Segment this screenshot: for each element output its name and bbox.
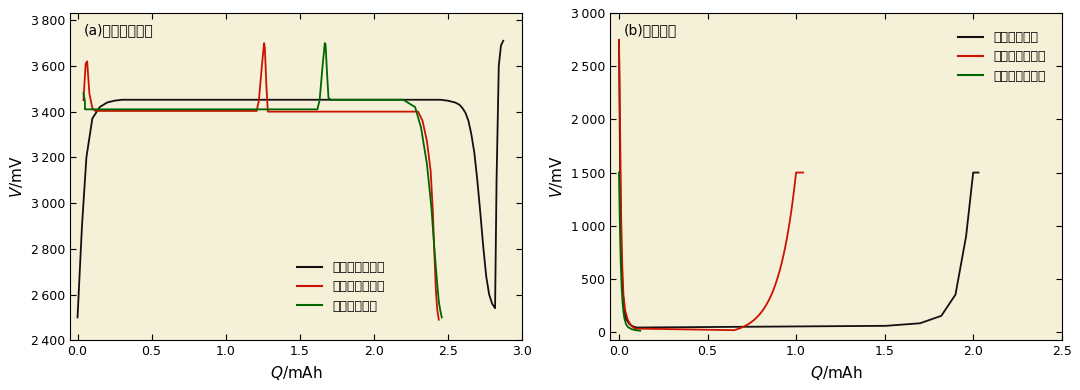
Legend: 正常电池负极, 末期电池负极好, 末期电池负极坏: 正常电池负极, 末期电池负极好, 末期电池负极坏 <box>954 26 1051 88</box>
Text: (b)石墨负极: (b)石墨负极 <box>623 23 677 37</box>
X-axis label: $\it{Q}$/mAh: $\it{Q}$/mAh <box>810 363 862 382</box>
X-axis label: $\it{Q}$/mAh: $\it{Q}$/mAh <box>270 363 322 382</box>
Y-axis label: $\it{V}$/mV: $\it{V}$/mV <box>549 156 565 198</box>
Legend: 末期电池正极好, 末期电池正极坏, 正常电池正极: 末期电池正极好, 末期电池正极坏, 正常电池正极 <box>293 256 390 317</box>
Text: (a)磷酸鐵锤正极: (a)磷酸鐵锤正极 <box>83 23 153 37</box>
Y-axis label: $\it{V}$/mV: $\it{V}$/mV <box>9 156 25 198</box>
